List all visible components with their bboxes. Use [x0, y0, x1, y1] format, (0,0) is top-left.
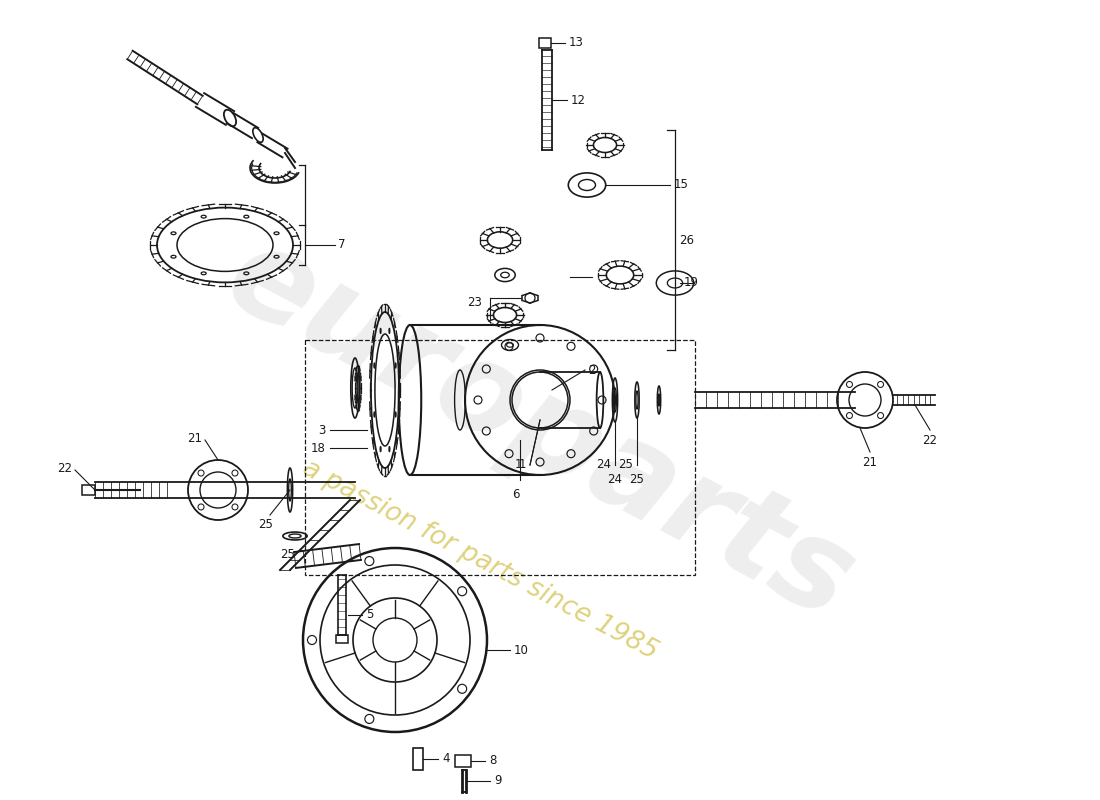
Text: 25: 25	[280, 549, 296, 562]
Text: 6: 6	[513, 488, 519, 501]
Text: 5: 5	[366, 609, 373, 622]
Text: 13: 13	[569, 37, 584, 50]
Bar	[305, 340, 695, 575]
Text: 2: 2	[588, 363, 595, 377]
Bar	[82, 485, 95, 495]
Text: europarts: europarts	[207, 214, 873, 646]
Text: 22: 22	[923, 434, 937, 447]
Text: 15: 15	[674, 178, 689, 191]
Bar	[336, 635, 348, 643]
Text: 23: 23	[468, 297, 482, 310]
Text: 25: 25	[629, 473, 645, 486]
Bar	[412, 748, 424, 770]
Text: 21: 21	[187, 431, 202, 445]
Text: 8: 8	[490, 754, 496, 767]
Bar	[539, 38, 551, 48]
Text: 7: 7	[338, 238, 345, 251]
Text: 25: 25	[258, 518, 274, 531]
Text: 1: 1	[515, 458, 522, 471]
Text: 10: 10	[514, 643, 529, 657]
Text: 18: 18	[311, 442, 326, 454]
Text: 12: 12	[571, 94, 586, 106]
Text: 22: 22	[57, 462, 72, 474]
Bar	[455, 755, 471, 767]
Text: 4: 4	[442, 753, 450, 766]
Text: 24: 24	[596, 458, 611, 471]
Text: 3: 3	[319, 423, 326, 437]
Text: 24: 24	[607, 473, 623, 486]
Text: 9: 9	[494, 774, 502, 787]
Text: 21: 21	[862, 456, 878, 469]
Text: 26: 26	[679, 234, 694, 246]
Text: 1: 1	[518, 458, 526, 471]
Text: a passion for parts since 1985: a passion for parts since 1985	[298, 455, 662, 665]
Text: 25: 25	[618, 458, 632, 471]
Text: 19: 19	[684, 277, 699, 290]
